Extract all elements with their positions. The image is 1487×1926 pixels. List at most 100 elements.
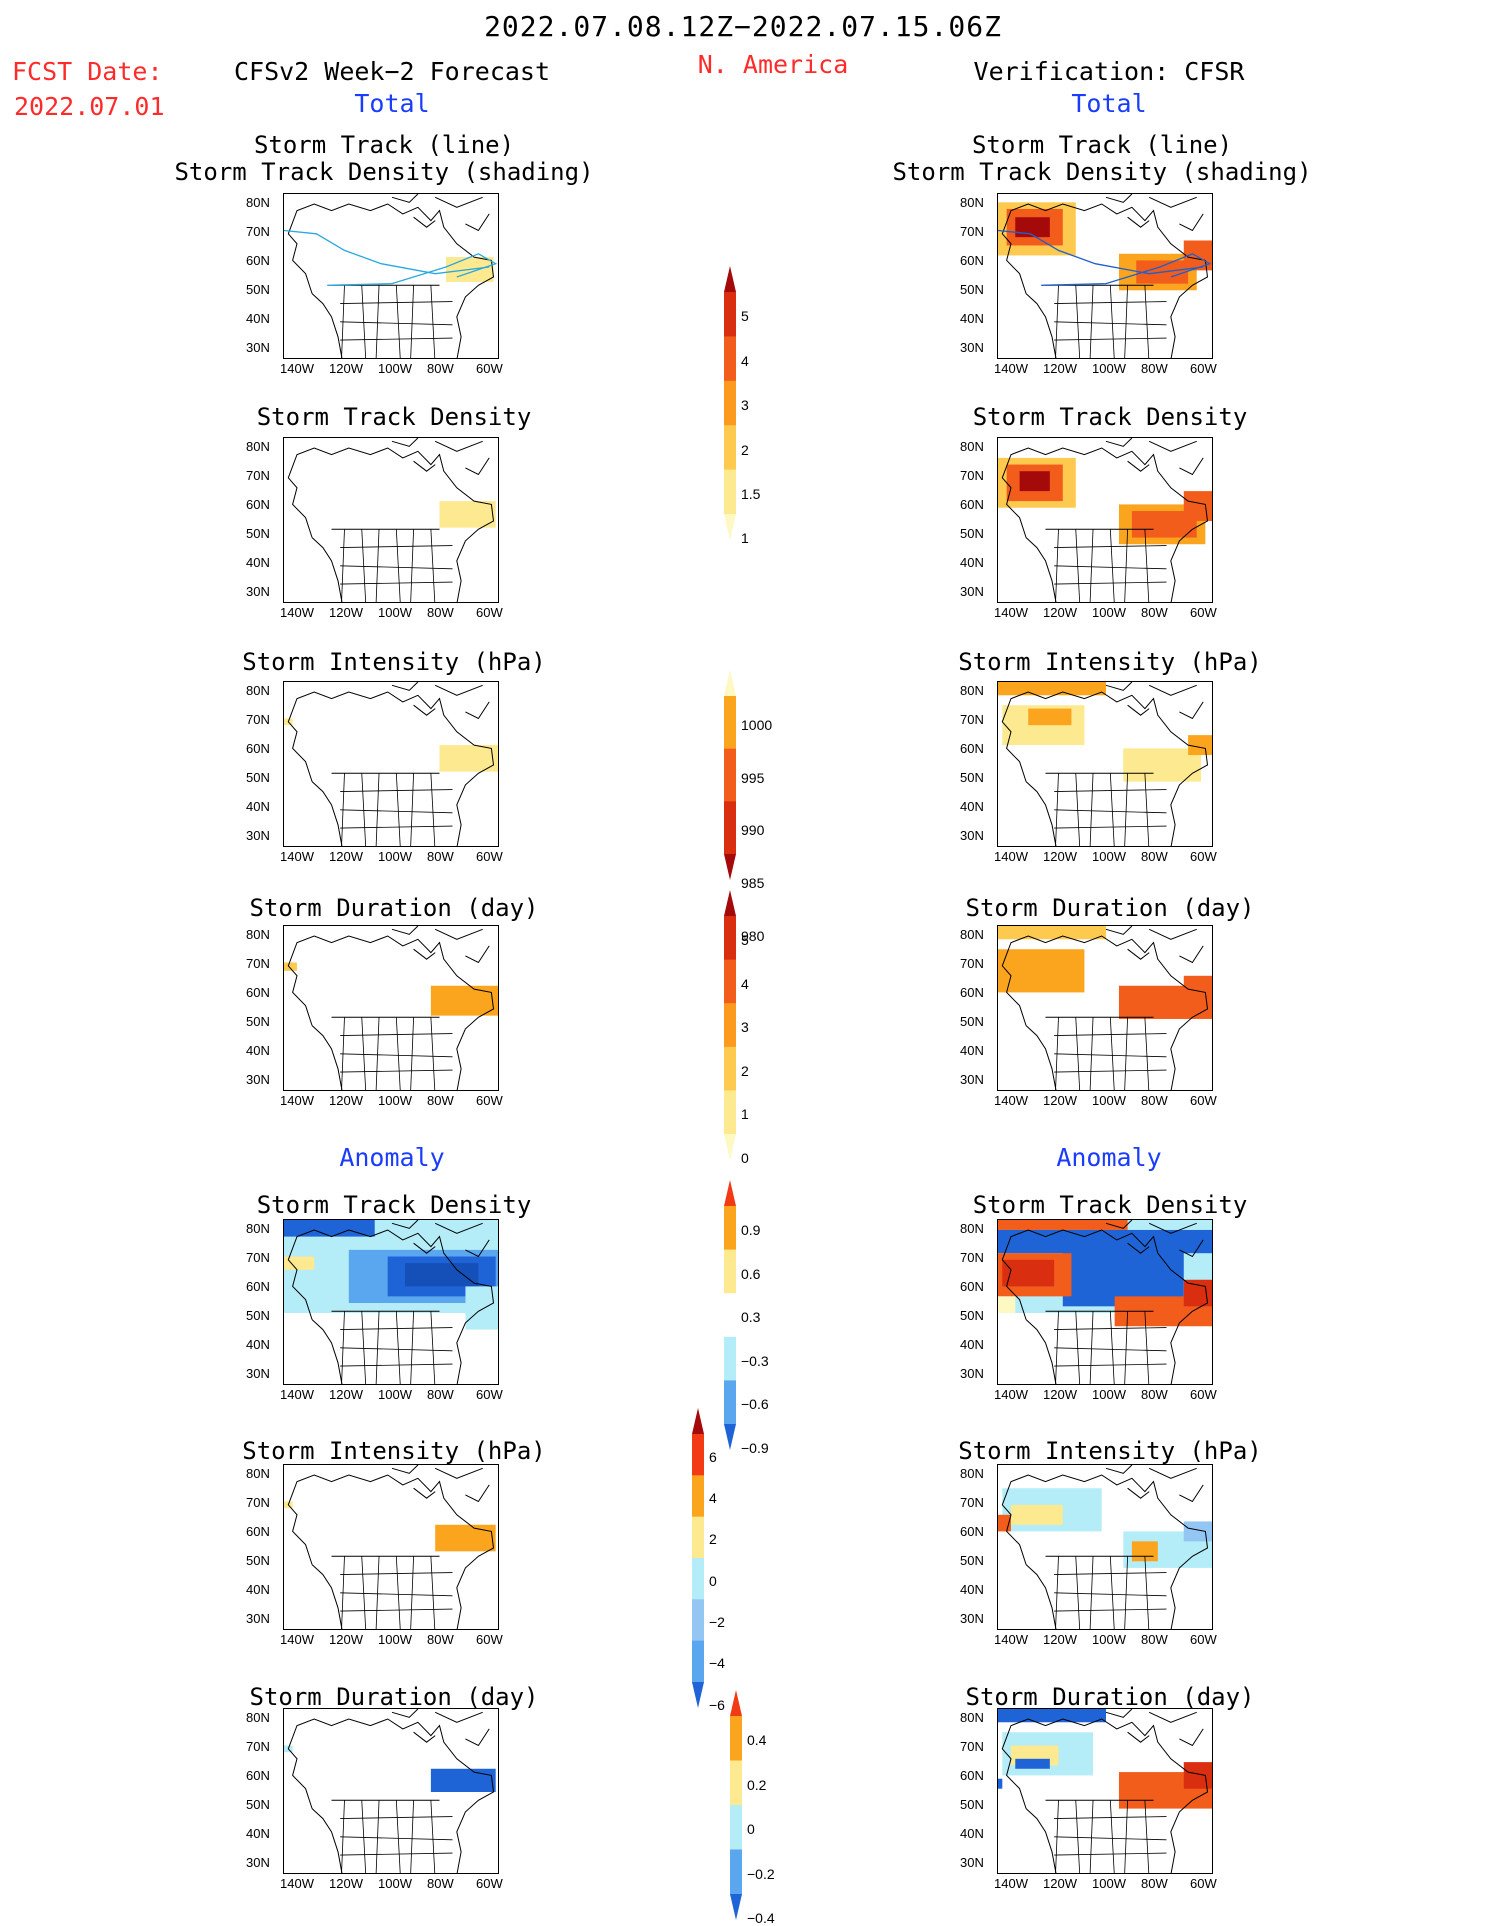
lon-tick-label: 120W <box>1043 1632 1077 1647</box>
state-line <box>341 1311 345 1384</box>
lon-tick-label: 140W <box>280 849 314 864</box>
shading-patch <box>998 682 1106 696</box>
storm-track-line <box>1041 253 1212 286</box>
lat-tick-label: 80N <box>960 1466 984 1481</box>
state-line <box>340 1347 453 1352</box>
colorbar-label: −0.6 <box>741 1396 769 1413</box>
colorbar-swatch <box>724 1003 736 1048</box>
island-outline <box>1105 438 1133 447</box>
colorbar-label: 1 <box>741 530 749 547</box>
state-line <box>1054 1592 1167 1597</box>
map-canvas <box>998 682 1212 846</box>
colorbar-swatch <box>724 916 736 961</box>
colorbar-swatch <box>730 1760 742 1806</box>
map-canvas <box>284 1709 496 1873</box>
lat-tick-label: 80N <box>960 683 984 698</box>
colorbar-swatch <box>724 748 736 802</box>
state-line <box>1054 1053 1167 1058</box>
state-line <box>1144 1556 1150 1629</box>
fcst-date-value: 2022.07.01 <box>14 92 165 121</box>
lon-tick-label: 120W <box>1043 361 1077 376</box>
state-line <box>395 1800 401 1873</box>
island-outline <box>391 438 419 447</box>
lat-tick-label: 40N <box>960 555 984 570</box>
lat-tick-label: 70N <box>246 1495 270 1510</box>
colorbar-label: 0.3 <box>741 1309 761 1326</box>
colorbar-swatch <box>692 1434 704 1476</box>
colorbar-swatch <box>724 425 736 471</box>
colorbar-swatch <box>724 1293 736 1338</box>
colorbar-swatch <box>724 380 736 426</box>
colorbar-label: 0.2 <box>747 1776 767 1793</box>
lon-tick-label: 80W <box>427 849 454 864</box>
lat-tick-label: 60N <box>246 1279 270 1294</box>
lon-tick-label: 60W <box>476 1093 503 1108</box>
lat-tick-label: 40N <box>246 555 270 570</box>
coastline <box>287 1718 495 1873</box>
lon-tick-label: 140W <box>994 1876 1028 1891</box>
lat-tick-label: 60N <box>960 1279 984 1294</box>
lat-tick-label: 60N <box>960 985 984 1000</box>
state-line <box>1109 285 1115 358</box>
map-canvas <box>998 1465 1212 1629</box>
map-track-total-right <box>997 193 1213 359</box>
lon-tick-label: 140W <box>280 1387 314 1402</box>
lon-tick-label: 60W <box>476 1876 503 1891</box>
colorbar-arrow-top <box>730 1690 742 1716</box>
state-line <box>375 1311 380 1384</box>
colorbar-label: 4 <box>709 1490 717 1507</box>
lon-tick-label: 140W <box>994 1387 1028 1402</box>
lat-tick-label: 40N <box>960 1337 984 1352</box>
lat-tick-label: 60N <box>246 741 270 756</box>
date-range-title: 2022.07.08.12Z−2022.07.15.06Z <box>484 10 1002 43</box>
island-outline <box>434 1467 483 1479</box>
colorbar-label: 0.4 <box>747 1732 767 1749</box>
state-line <box>1109 773 1115 846</box>
lat-tick-label: 30N <box>246 584 270 599</box>
shading-patch <box>284 1256 315 1270</box>
lat-tick-label: 30N <box>246 1855 270 1870</box>
lat-tick-label: 50N <box>960 526 984 541</box>
storm-track-line <box>284 229 490 275</box>
lat-tick-label: 30N <box>960 1072 984 1087</box>
lat-tick-label: 80N <box>960 1221 984 1236</box>
lat-tick-label: 60N <box>960 741 984 756</box>
lat-tick-label: 60N <box>960 1524 984 1539</box>
lon-tick-label: 120W <box>329 1093 363 1108</box>
lat-tick-label: 80N <box>960 195 984 210</box>
lat-tick-label: 70N <box>960 224 984 239</box>
state-line <box>1055 1311 1059 1384</box>
state-line <box>430 1311 436 1384</box>
state-line <box>395 1017 401 1090</box>
island-outline <box>391 1220 419 1229</box>
state-line <box>1054 809 1167 814</box>
lon-tick-label: 100W <box>1092 605 1126 620</box>
island-outline <box>1148 1467 1197 1479</box>
lat-tick-label: 40N <box>246 799 270 814</box>
state-line <box>340 301 453 304</box>
shading-patch <box>998 1709 1106 1723</box>
panel-title-duration-left: Storm Duration (day) <box>249 894 539 922</box>
lat-tick-label: 70N <box>246 956 270 971</box>
colorbar-arrow-bottom <box>692 1682 704 1708</box>
coastline <box>1001 1474 1209 1629</box>
colorbar-label: 5 <box>741 931 749 948</box>
shading-patch <box>1183 1279 1212 1307</box>
state-line <box>1055 1800 1059 1873</box>
island-outline <box>465 1239 490 1258</box>
colorbar-label: 0 <box>747 1821 755 1838</box>
colorbar-swatch <box>724 1249 736 1294</box>
colorbar-label: −0.4 <box>747 1910 775 1926</box>
lat-tick-label: 50N <box>246 770 270 785</box>
state-line <box>410 1800 414 1873</box>
lon-tick-label: 80W <box>427 1093 454 1108</box>
island-outline <box>434 196 483 208</box>
lat-tick-label: 50N <box>960 1308 984 1323</box>
shading-patch <box>998 1778 1003 1789</box>
state-line <box>340 1033 453 1036</box>
lat-tick-label: 50N <box>960 770 984 785</box>
lon-tick-label: 100W <box>1092 361 1126 376</box>
storm-track-line <box>998 229 1204 275</box>
lat-tick-label: 80N <box>246 1221 270 1236</box>
lon-tick-label: 60W <box>1190 849 1217 864</box>
